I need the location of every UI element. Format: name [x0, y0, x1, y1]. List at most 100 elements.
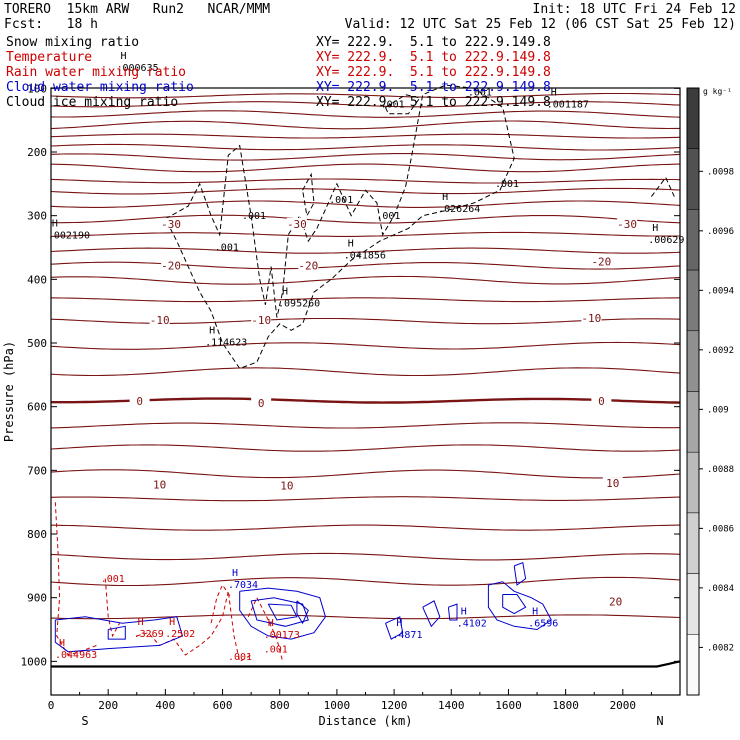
isotherm-label: -20: [298, 259, 318, 272]
cloud-water-contour: [385, 616, 404, 640]
y-tick-label: 500: [27, 337, 47, 350]
isotherm-label: 0: [598, 395, 605, 408]
colorbar-tick-label: .0082: [707, 643, 734, 653]
isotherm: [50, 214, 681, 224]
cloud-water-contour: [447, 603, 458, 621]
extremum-value: .044963: [55, 650, 97, 661]
isotherm-label: 10: [280, 480, 293, 493]
isotherm: [50, 614, 681, 620]
x-tick-label: 400: [155, 699, 175, 712]
extremum-value: .6596: [528, 618, 558, 629]
model-title: TORERO 15km ARW Run2 NCAR/MMM: [4, 2, 271, 17]
extremum-value: .7034: [228, 580, 258, 591]
extremum-value: .001: [264, 644, 288, 655]
extremum-value: .001: [101, 574, 125, 585]
max-marker: H: [268, 618, 274, 629]
isotherm: [50, 153, 681, 161]
colorbar-tick-label: .0088: [707, 465, 734, 475]
y-tick-label: 600: [27, 401, 47, 414]
isotherm-label-bg: [617, 217, 638, 229]
extremum-value: .001187: [547, 99, 589, 110]
colorbar-segment: [686, 634, 700, 696]
x-tick-label: 1600: [495, 699, 522, 712]
isotherm-label-bg: [129, 394, 150, 406]
max-marker: H: [396, 618, 402, 629]
isotherm: [50, 444, 681, 452]
cloud-water-contour: [54, 616, 184, 653]
isotherm: [51, 524, 681, 531]
cloud-water-contour: [296, 600, 309, 625]
x-tick-label: 1000: [324, 699, 351, 712]
ice-contour: [164, 84, 515, 370]
cloud-water-contour: [422, 600, 441, 628]
isotherm-label: 0: [258, 397, 265, 410]
max-marker: H: [652, 223, 658, 234]
isotherm-label-bg: [251, 396, 272, 408]
x-tick-label: 200: [98, 699, 118, 712]
rain-contour: [247, 596, 284, 662]
legend-cloud-water: Cloud water mixing ratio: [6, 80, 194, 95]
max-marker: H: [461, 606, 467, 617]
colorbar-tick-label: .0098: [707, 167, 734, 177]
colorbar-segment: [686, 573, 700, 635]
extremum-value: .095260: [278, 299, 320, 310]
isotherm-label-bg: [276, 479, 297, 491]
ice-label: .001: [215, 243, 239, 254]
colorbar-segment: [686, 512, 700, 574]
colorbar-tick-label: .0084: [707, 584, 734, 594]
y-tick-label: 200: [27, 146, 47, 159]
isotherm: [50, 178, 681, 184]
isotherm-label: 10: [606, 477, 619, 490]
cloud-water-contour: [239, 587, 327, 640]
extremum-value: .4102: [457, 618, 487, 629]
colorbar-segment: [686, 209, 700, 271]
isotherm: [50, 143, 681, 151]
isotherm-label-bg: [161, 217, 182, 229]
colorbar-segment: [686, 330, 700, 392]
colorbar-tick-label: .0086: [707, 524, 734, 534]
isotherm: [50, 341, 681, 350]
isotherm-label-bg: [591, 255, 612, 267]
colorbar-frame: [686, 87, 700, 696]
colorbar-tick-label: .0094: [707, 286, 734, 296]
extremum-value: .114623: [205, 338, 247, 349]
colorbar-segment: [686, 87, 700, 149]
ice-contour: [650, 176, 675, 197]
legend-rain: Rain water mixing ratio: [6, 65, 187, 80]
extremum-value: .2502: [165, 629, 195, 640]
colorbar-tick-label: .0092: [707, 346, 734, 356]
isotherm-label: 0: [136, 395, 143, 408]
max-marker: H: [120, 51, 126, 62]
init-time: Init: 18 UTC Fri 24 Feb 12: [532, 2, 737, 17]
isotherm: [50, 231, 680, 237]
x-tick-label: 800: [270, 699, 290, 712]
x-tick-label: 1400: [438, 699, 465, 712]
max-marker: H: [232, 568, 238, 579]
isotherm-label-bg: [605, 595, 626, 607]
legend-temperature: Temperature: [6, 50, 93, 65]
colorbar-segment: [686, 269, 700, 332]
xy-label-cloud-ice: XY= 222.9. 5.1 to 222.9.149.8: [316, 95, 551, 110]
ice-label: .001: [242, 211, 266, 222]
x-axis-title: Distance (km): [319, 714, 413, 728]
isotherm: [50, 422, 681, 429]
colorbar-segment: [686, 451, 700, 514]
isotherm-label-bg: [298, 259, 319, 271]
ice-label: .001: [468, 87, 492, 98]
cloud-water-contour: [267, 603, 298, 621]
extremum-value: .002190: [48, 231, 90, 242]
isotherm-zero: [51, 397, 681, 404]
isotherm-label: 20: [609, 596, 622, 609]
ice-contour: [385, 94, 421, 115]
colorbar-segment: [686, 391, 700, 453]
cloud-water-contour: [513, 562, 527, 586]
isotherm: [50, 261, 681, 270]
isotherm-label-bg: [149, 314, 170, 326]
isotherm: [50, 275, 681, 285]
max-marker: H: [551, 87, 557, 98]
isotherm-label: -10: [251, 314, 271, 327]
isotherm: [50, 469, 681, 479]
ice-contour: [302, 172, 315, 218]
isotherm: [50, 110, 681, 118]
